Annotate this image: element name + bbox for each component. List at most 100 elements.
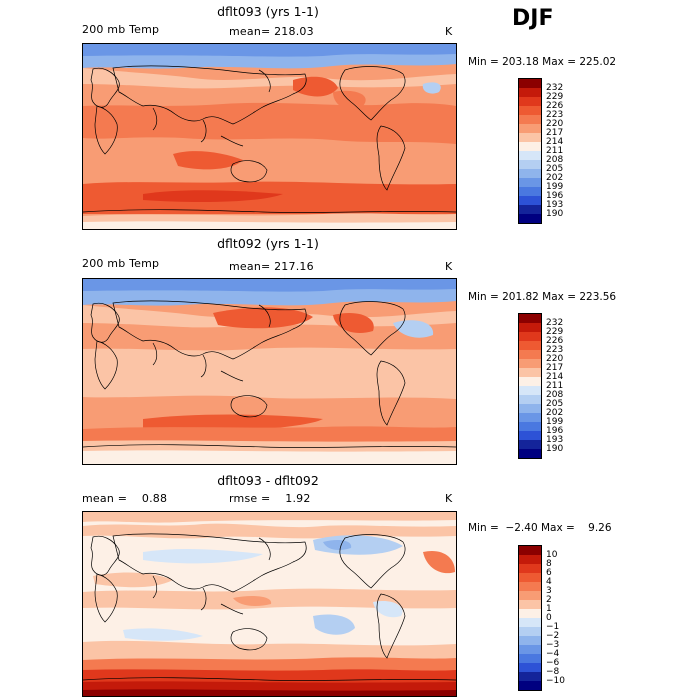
panel-3-colorbar-swatch [519, 663, 541, 672]
panel-3-tick: −3 [546, 640, 560, 650]
panel-3-tick: 1 [546, 604, 552, 614]
panel-2-colorbar-swatch [519, 395, 541, 404]
panel-3-colorbar-swatch [519, 564, 541, 573]
panel-3-colorbar-swatch [519, 636, 541, 645]
panel-3-colorbar-swatch [519, 645, 541, 654]
panel-3-colorbar-swatch [519, 618, 541, 627]
panel-3-colorbar-swatch [519, 546, 541, 555]
panel-3-minmax: Min = −2.40 Max = 9.26 [468, 522, 612, 534]
panel-1-colorbar-swatch [519, 97, 541, 106]
panel-1-colorbar-swatch [519, 214, 541, 223]
panel-2-tick: 223 [546, 345, 564, 355]
panel-2-title: dflt092 (yrs 1-1) [217, 236, 319, 251]
panel-3-tick: 4 [546, 577, 552, 587]
panel-2-tick: 229 [546, 327, 564, 337]
panel-2-colorbar-swatch [519, 359, 541, 368]
panel-1-tick: 211 [546, 146, 564, 156]
panel-3-rmse-label: rmse = 1.92 [229, 492, 311, 505]
panel-3-colorbar-swatch [519, 672, 541, 681]
panel-3-tick: −2 [546, 631, 560, 641]
panel-1-units-label: K [445, 25, 453, 38]
panel-3-tick: 0 [546, 613, 552, 623]
panel-2-tick: 190 [546, 444, 564, 454]
panel-3-tick: −4 [546, 649, 560, 659]
panel-1-colorbar-swatch [519, 115, 541, 124]
panel-3-colorbar-swatch [519, 600, 541, 609]
panel-2-variable-label: 200 mb Temp [82, 257, 160, 270]
panel-2-colorbar-swatch [519, 377, 541, 386]
panel-3-tick: 3 [546, 586, 552, 596]
panel-1-tick: 205 [546, 164, 564, 174]
panel-2-colorbar-swatch [519, 323, 541, 332]
panel-1-minmax: Min = 203.18 Max = 225.02 [468, 56, 617, 68]
panel-1-colorbar-swatch [519, 169, 541, 178]
panel-3-colorbar-swatch [519, 555, 541, 564]
panel-1-colorbar-swatch [519, 106, 541, 115]
panel-1-title: dflt093 (yrs 1-1) [217, 4, 319, 19]
panel-2-mean-label: mean= 217.16 [229, 260, 314, 273]
panel-1-colorbar [518, 78, 542, 224]
panel-1-colorbar-swatch [519, 160, 541, 169]
panel-1-colorbar-swatch [519, 205, 541, 214]
panel-2-tick: 214 [546, 372, 564, 382]
panel-2-tick: 220 [546, 354, 564, 364]
panel-2-colorbar-swatch [519, 350, 541, 359]
panel-2-tick: 196 [546, 426, 564, 436]
panel-3-tick: 6 [546, 568, 552, 578]
panel-3-units-label: K [445, 492, 453, 505]
panel-1-tick: 223 [546, 110, 564, 120]
panel-1-tick: 193 [546, 200, 564, 210]
panel-3-tick: 2 [546, 595, 552, 605]
panel-2-units-label: K [445, 260, 453, 273]
panel-1-colorbar-swatch [519, 79, 541, 88]
panel-1-tick: 214 [546, 137, 564, 147]
panel-2-colorbar-swatch [519, 413, 541, 422]
panel-1-colorbar-swatch [519, 88, 541, 97]
panel-2-colorbar-swatch [519, 368, 541, 377]
panel-1-colorbar-swatch [519, 124, 541, 133]
panel-3-colorbar-swatch [519, 582, 541, 591]
panel-3-tick: −10 [546, 676, 565, 686]
panel-2-tick: 217 [546, 363, 564, 373]
panel-1-tick: 220 [546, 119, 564, 129]
panel-3-colorbar-swatch [519, 609, 541, 618]
panel-2-colorbar-swatch [519, 341, 541, 350]
panel-1-colorbar-swatch [519, 133, 541, 142]
panel-1-tick: 196 [546, 191, 564, 201]
panel-3-mean-label: mean = 0.88 [82, 492, 168, 505]
panel-2-minmax: Min = 201.82 Max = 223.56 [468, 291, 617, 303]
panel-3-tick: −6 [546, 658, 560, 668]
panel-3-colorbar-swatch [519, 573, 541, 582]
panel-2-colorbar-swatch [519, 332, 541, 341]
panel-1-tick: 229 [546, 92, 564, 102]
panel-2-tick: 199 [546, 417, 564, 427]
panel-1-tick: 208 [546, 155, 564, 165]
panel-3-tick: 10 [546, 550, 558, 560]
panel-3-tick: −8 [546, 667, 560, 677]
panel-2-tick: 205 [546, 399, 564, 409]
panel-1-colorbar-swatch [519, 151, 541, 160]
panel-3-colorbar [518, 545, 542, 691]
panel-2-colorbar-swatch [519, 386, 541, 395]
panel-3-colorbar-swatch [519, 681, 541, 690]
panel-3-colorbar-swatch [519, 654, 541, 663]
panel-3-map [82, 511, 457, 697]
panel-2-tick: 232 [546, 318, 564, 328]
panel-2-colorbar-swatch [519, 314, 541, 323]
panel-1-colorbar-swatch [519, 142, 541, 151]
panel-3-tick: 8 [546, 559, 552, 569]
panel-2-tick: 202 [546, 408, 564, 418]
panel-2-map [82, 278, 457, 465]
panel-3-colorbar-swatch [519, 627, 541, 636]
panel-2-tick: 193 [546, 435, 564, 445]
panel-1-colorbar-swatch [519, 187, 541, 196]
panel-1-colorbar-swatch [519, 178, 541, 187]
panel-1-mean-label: mean= 218.03 [229, 25, 314, 38]
season-label: DJF [512, 6, 554, 31]
panel-1-variable-label: 200 mb Temp [82, 23, 160, 36]
panel-1-tick: 202 [546, 173, 564, 183]
panel-1-tick: 190 [546, 209, 564, 219]
panel-2-colorbar-swatch [519, 422, 541, 431]
panel-2-colorbar-swatch [519, 449, 541, 458]
panel-2-colorbar-swatch [519, 431, 541, 440]
